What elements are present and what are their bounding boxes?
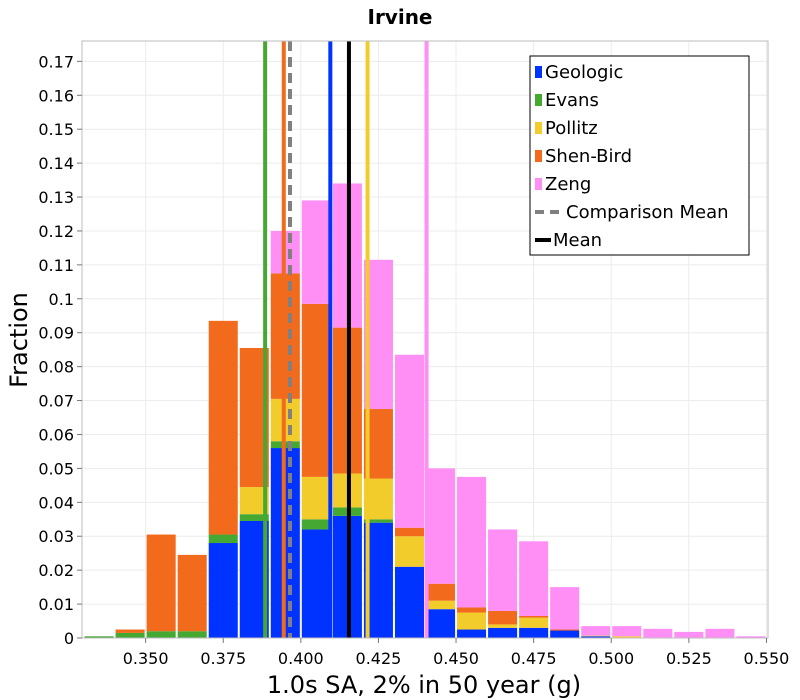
bar-segment-evans <box>301 519 331 530</box>
y-tick-label: 0.05 <box>38 459 74 478</box>
legend-box <box>529 55 750 256</box>
legend-label: Mean <box>553 230 602 251</box>
bar-segment-shen-bird <box>457 607 487 613</box>
bar-segment-zeng <box>612 626 642 637</box>
x-tick-label: 0.400 <box>278 649 324 668</box>
bar-segment-geologic <box>488 627 518 638</box>
bar-segment-evans <box>115 632 145 638</box>
legend-label: Shen-Bird <box>545 146 632 167</box>
legend-swatch <box>535 122 542 134</box>
y-tick-label: 0 <box>64 629 74 648</box>
x-axis-label: 1.0s SA, 2% in 50 year (g) <box>267 671 581 699</box>
bar-segment-zeng <box>488 529 518 611</box>
bar-segment-pollitz <box>301 476 331 520</box>
bar-segment-zeng <box>705 628 735 638</box>
bar-segment-pollitz <box>488 624 518 628</box>
bar-segment-geologic <box>519 627 549 638</box>
x-tick-label: 0.500 <box>588 649 634 668</box>
bar-segment-zeng <box>519 541 549 616</box>
bar-segment-shen-bird <box>550 629 580 631</box>
bar-segment-evans <box>84 636 114 638</box>
y-tick-label: 0.13 <box>38 188 74 207</box>
legend-swatch <box>535 94 542 106</box>
bar-segment-evans <box>208 534 238 544</box>
bar-segment-zeng <box>394 354 424 528</box>
bar-segment-zeng <box>643 628 673 638</box>
bar-segment-geologic <box>581 636 611 638</box>
y-tick-label: 0.12 <box>38 222 74 241</box>
x-tick-label: 0.550 <box>744 649 790 668</box>
x-tick-label: 0.350 <box>123 649 169 668</box>
chart-title: Irvine <box>368 5 433 29</box>
histogram-bars <box>84 183 766 638</box>
bar-segment-evans <box>146 631 176 638</box>
x-tick-label: 0.375 <box>200 649 246 668</box>
bar-segment-shen-bird <box>426 583 456 601</box>
bar-segment-shen-bird <box>519 615 549 618</box>
bar-segment-zeng <box>550 587 580 630</box>
bar-segment-zeng <box>674 631 704 638</box>
y-tick-label: 0.04 <box>38 493 74 512</box>
bar-segment-geologic <box>208 543 238 638</box>
mean-lines <box>263 41 429 638</box>
bar-segment-geologic <box>457 629 487 638</box>
bar-segment-shen-bird <box>394 527 424 537</box>
bar-segment-zeng <box>581 626 611 636</box>
legend-label: Comparison Mean <box>566 202 729 223</box>
y-tick-label: 0.14 <box>38 154 74 173</box>
legend-swatch <box>535 178 542 190</box>
y-tick-label: 0.09 <box>38 324 74 343</box>
y-tick-label: 0.06 <box>38 425 74 444</box>
x-tick-label: 0.475 <box>511 649 557 668</box>
bar-segment-geologic <box>301 529 331 638</box>
plot-area-frame <box>81 40 769 639</box>
y-tick-label: 0.17 <box>38 52 74 71</box>
y-tick-label: 0.07 <box>38 392 74 411</box>
x-axis-ticks: 0.350 0.375 0.400 0.425 0.450 0.475 0.500 0.525… <box>123 638 790 668</box>
bar-segment-shen-bird <box>115 629 145 633</box>
bar-segment-shen-bird <box>146 534 176 632</box>
y-tick-label: 0.03 <box>38 527 74 546</box>
bar-segment-zeng <box>736 636 766 638</box>
y-axis-ticks: 0 0.01 0.02 0.03 0.04 0.05 0.06 0.07 0.08 0.09 0.1… <box>38 52 82 648</box>
y-tick-label: 0.02 <box>38 561 74 580</box>
bar-segment-pollitz <box>581 635 611 637</box>
legend: Geologic Evans Pollitz Shen-Bird Zeng Compari… <box>529 55 750 256</box>
bar-segment-zeng <box>301 200 331 304</box>
bar-segment-pollitz <box>519 617 549 628</box>
y-tick-label: 0.11 <box>38 256 74 275</box>
y-tick-label: 0.01 <box>38 595 74 614</box>
legend-label: Zeng <box>545 174 591 195</box>
bar-segment-geologic <box>394 566 424 638</box>
bar-segment-shen-bird <box>301 303 331 477</box>
bar-segment-zeng <box>426 468 456 584</box>
bar-segment-pollitz <box>426 600 456 610</box>
legend-label: Evans <box>545 90 599 111</box>
y-axis-label: Fraction <box>5 292 33 388</box>
legend-label: Pollitz <box>545 118 598 139</box>
legend-swatch <box>535 150 542 162</box>
bar-segment-geologic <box>426 609 456 638</box>
bar-segment-shen-bird <box>208 320 238 535</box>
y-tick-label: 0.15 <box>38 120 74 139</box>
x-tick-label: 0.450 <box>433 649 479 668</box>
bar-segment-pollitz <box>612 636 642 638</box>
bar-segment-shen-bird <box>488 610 518 625</box>
legend-label: Geologic <box>545 62 623 83</box>
x-tick-label: 0.525 <box>666 649 712 668</box>
bar-segment-evans <box>177 631 207 638</box>
y-tick-label: 0.16 <box>38 86 74 105</box>
bar-segment-pollitz <box>394 536 424 567</box>
x-tick-label: 0.425 <box>356 649 402 668</box>
y-tick-label: 0.08 <box>38 358 74 377</box>
bar-segment-evans <box>363 519 393 523</box>
legend-swatch <box>535 66 542 78</box>
y-tick-label: 0.1 <box>49 290 74 309</box>
bar-segment-zeng <box>457 476 487 608</box>
bar-segment-geologic <box>550 630 580 638</box>
bar-segment-pollitz <box>457 612 487 630</box>
bar-segment-evans <box>239 514 269 521</box>
bar-segment-shen-bird <box>177 554 207 632</box>
